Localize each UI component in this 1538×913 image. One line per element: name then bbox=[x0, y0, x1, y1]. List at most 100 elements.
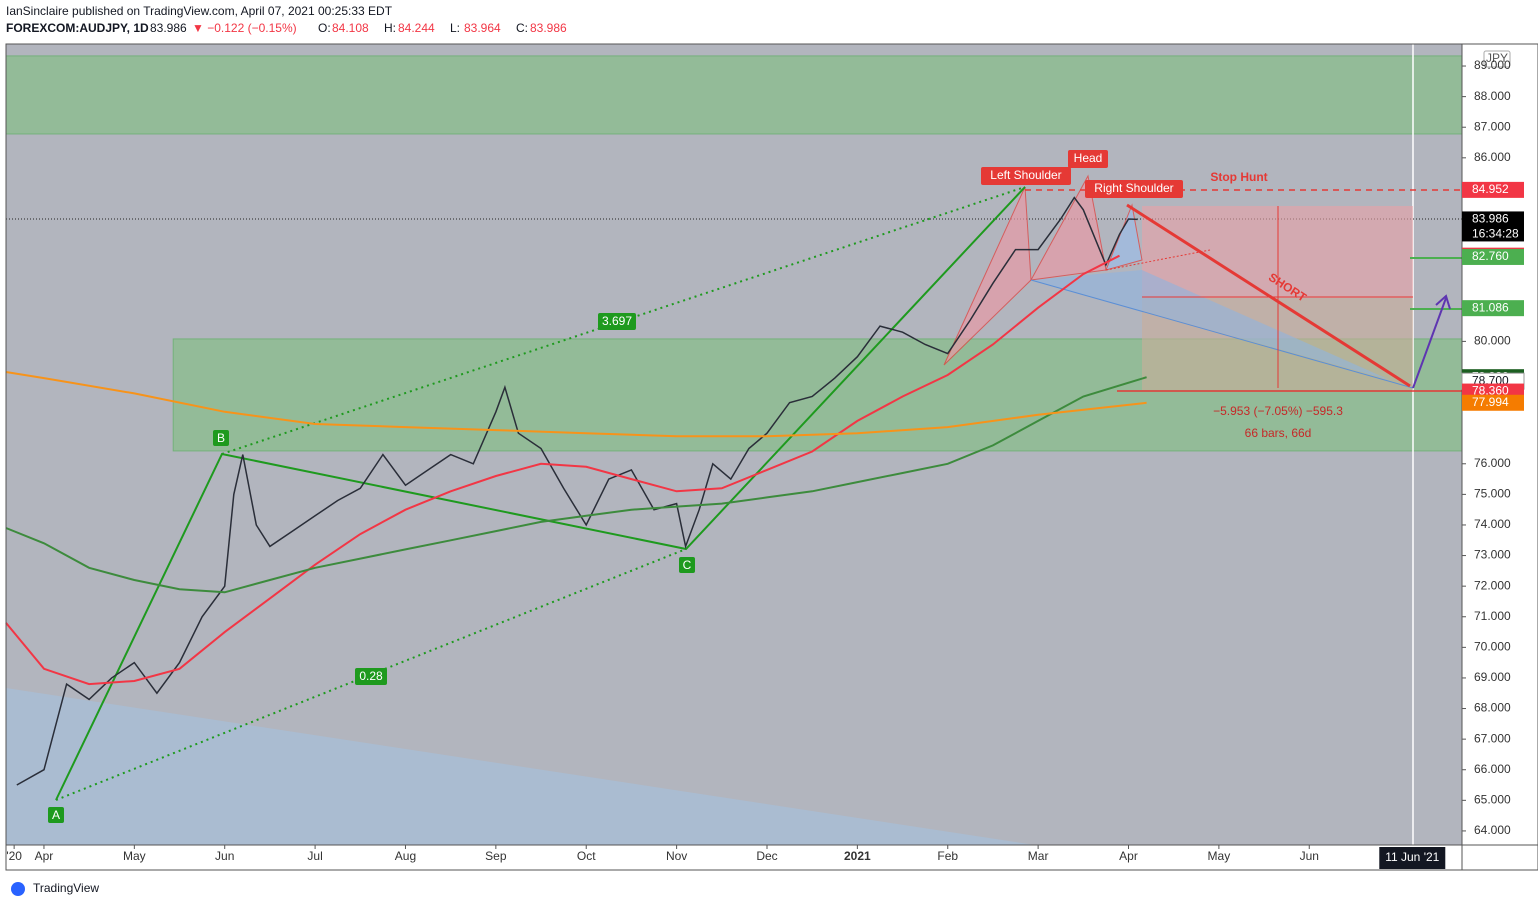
ohlc-value: 84.108 bbox=[332, 21, 369, 35]
zones bbox=[5, 55, 1463, 452]
price-badge bbox=[1462, 248, 1524, 265]
abc-lines bbox=[55, 186, 1026, 801]
series-line bbox=[16, 196, 1138, 786]
price-axis bbox=[1462, 44, 1538, 845]
label-box bbox=[679, 557, 695, 573]
label-box bbox=[1068, 150, 1108, 168]
left-shoulder: Left Shoulder bbox=[990, 168, 1061, 182]
y-tick-label: 73.000 bbox=[1474, 548, 1511, 562]
cursor-date: 11 Jun '21 bbox=[1385, 850, 1439, 864]
bars: 66 bars, 66d bbox=[1245, 426, 1312, 440]
ohlc-key: C: bbox=[516, 21, 528, 35]
cursor-date-box bbox=[1379, 847, 1446, 869]
frame bbox=[5, 43, 1538, 871]
short-arrow bbox=[1126, 203, 1411, 388]
x-tick-label: Sep bbox=[485, 849, 507, 863]
y-tick-label: 80.000 bbox=[1474, 334, 1511, 348]
x-tick-label: Oct bbox=[577, 849, 596, 863]
symbol: FOREXCOM:AUDJPY, 1D bbox=[6, 21, 149, 35]
bounce-arrow bbox=[1412, 297, 1447, 389]
ratio: 3.697 bbox=[602, 314, 632, 328]
x-tick-label: Jun bbox=[215, 849, 234, 863]
pattern-head bbox=[1030, 174, 1107, 281]
blue-area bbox=[1031, 270, 1390, 380]
x-tick-label: Apr bbox=[1119, 849, 1138, 863]
x-tick-label: May bbox=[123, 849, 146, 863]
neck-line bbox=[1030, 279, 1414, 389]
y-tick-label: 76.000 bbox=[1474, 456, 1511, 470]
label-box bbox=[1085, 180, 1183, 198]
series-line bbox=[5, 371, 1147, 438]
x-tick-label: Apr bbox=[35, 849, 54, 863]
price-badge bbox=[1462, 394, 1524, 411]
right-shoulder: Right Shoulder bbox=[1094, 181, 1173, 195]
label-box bbox=[213, 430, 229, 446]
y-tick-label: 70.000 bbox=[1474, 640, 1511, 654]
ohlc-key: L: bbox=[450, 21, 460, 35]
point-c: C bbox=[683, 558, 692, 572]
ohlc-value: 83.986 bbox=[530, 21, 567, 35]
zone bbox=[5, 55, 1463, 135]
price-badge bbox=[1462, 300, 1524, 317]
x-tick-label: Jul bbox=[307, 849, 322, 863]
price-badge bbox=[1462, 211, 1524, 242]
price-badge-label: 78.360 bbox=[1472, 384, 1509, 398]
y-tick-label: 66.000 bbox=[1474, 762, 1511, 776]
change: ▼ −0.122 (−0.15%) bbox=[192, 21, 297, 35]
fan-area bbox=[6, 688, 1035, 845]
x-tick-label: Aug bbox=[395, 849, 416, 863]
time-axis bbox=[6, 845, 1462, 870]
ohlc-key: O: bbox=[318, 21, 331, 35]
x-tick-label: Mar bbox=[1028, 849, 1049, 863]
x-tick-label: Nov bbox=[666, 849, 687, 863]
axis-labels: 89.000 88.000 87.000 86.000 80.000 76.000 75.0… bbox=[6, 58, 1525, 869]
series-line bbox=[5, 254, 1120, 686]
price-badge-label: 83.986 bbox=[1472, 212, 1509, 226]
y-tick-label: 89.000 bbox=[1474, 58, 1511, 72]
price-badge bbox=[1462, 181, 1524, 198]
y-tick-label: 75.000 bbox=[1474, 487, 1511, 501]
y-tick-label: 87.000 bbox=[1474, 119, 1511, 133]
label-box bbox=[48, 807, 64, 823]
head: Head bbox=[1074, 151, 1103, 165]
y-tick-label: 68.000 bbox=[1474, 701, 1511, 715]
y-tick-label: 72.000 bbox=[1474, 578, 1511, 592]
x-tick-label: Feb bbox=[937, 849, 958, 863]
currency-box bbox=[1483, 50, 1511, 68]
point-b: B bbox=[217, 431, 225, 445]
ohlc-key: H: bbox=[384, 21, 396, 35]
countdown: 16:34:28 bbox=[1472, 227, 1519, 241]
x-tick-label: Jun bbox=[1300, 849, 1319, 863]
brand: TradingView bbox=[33, 881, 99, 895]
price-badge-label: 84.952 bbox=[1472, 182, 1509, 196]
price-badge-label: 77.994 bbox=[1472, 395, 1509, 409]
ohlc-value: 84.244 bbox=[398, 21, 435, 35]
label-box bbox=[598, 313, 636, 330]
series bbox=[5, 196, 1147, 786]
price-badge-label: 82.760 bbox=[1472, 249, 1509, 263]
ratio: 0.28 bbox=[359, 669, 383, 683]
y-tick-label: 67.000 bbox=[1474, 731, 1511, 745]
y-tick-label: 86.000 bbox=[1474, 150, 1511, 164]
last-price: 83.986 bbox=[150, 21, 187, 35]
x-tick-label: May bbox=[1208, 849, 1231, 863]
y-tick-label: 64.000 bbox=[1474, 823, 1511, 837]
neck-dots bbox=[1105, 249, 1211, 271]
y-tick-label: 74.000 bbox=[1474, 517, 1511, 531]
y-tick-label: 65.000 bbox=[1474, 793, 1511, 807]
author-line: IanSinclaire published on TradingView.co… bbox=[6, 4, 393, 18]
ohlc: O: 84.108 H: 84.244 L: 83.964 C: 83.986 bbox=[318, 21, 567, 35]
label-box bbox=[355, 668, 387, 685]
pattern-left bbox=[943, 186, 1032, 366]
point-a: A bbox=[52, 808, 60, 822]
x-tick-label: Dec bbox=[756, 849, 777, 863]
label-box bbox=[981, 167, 1071, 185]
bounce-arrow-head bbox=[1435, 294, 1451, 310]
logo bbox=[11, 882, 25, 896]
measure: −5.953 (−7.05%) −595.3 bbox=[1213, 404, 1343, 418]
price-badge-label: 81.086 bbox=[1472, 300, 1509, 314]
ohlc-value: 83.964 bbox=[464, 21, 501, 35]
series-line bbox=[5, 376, 1147, 594]
